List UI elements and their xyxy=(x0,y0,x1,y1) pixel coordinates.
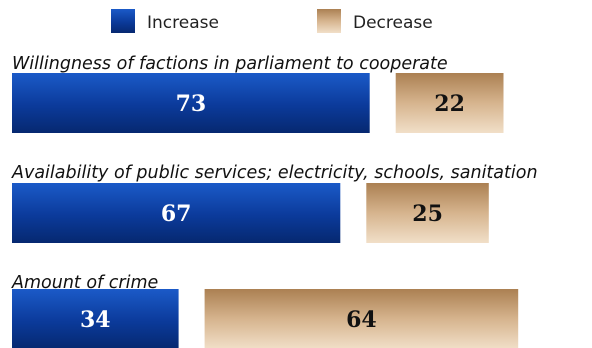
legend-label-decrease: Decrease xyxy=(353,13,433,33)
bar-increase-3 xyxy=(12,289,179,348)
value-label-increase-1: 73 xyxy=(176,91,207,117)
legend-swatch-increase xyxy=(111,9,135,33)
category-label-1: Willingness of factions in parliament to… xyxy=(12,54,448,74)
category-label-2: Availability of public services; electri… xyxy=(11,163,538,183)
legend-swatch-decrease xyxy=(317,9,341,33)
bar-decrease-3 xyxy=(204,289,519,348)
bars: 73 22 67 25 34 64 xyxy=(12,73,519,348)
bar-decrease-2 xyxy=(366,183,489,243)
legend-item-decrease: Decrease xyxy=(317,9,433,33)
bar-decrease-1 xyxy=(395,73,504,133)
legend-item-increase: Increase xyxy=(111,9,219,33)
value-label-increase-2: 67 xyxy=(161,201,192,227)
value-label-decrease-1: 22 xyxy=(434,91,465,117)
value-label-decrease-2: 25 xyxy=(412,201,443,227)
legend: Increase Decrease xyxy=(111,9,433,33)
legend-label-increase: Increase xyxy=(147,13,219,33)
bar-increase-1 xyxy=(12,73,370,133)
value-label-decrease-3: 64 xyxy=(346,307,377,333)
bar-increase-2 xyxy=(12,183,341,243)
category-label-3: Amount of crime xyxy=(11,273,158,293)
value-label-increase-3: 34 xyxy=(80,307,111,333)
